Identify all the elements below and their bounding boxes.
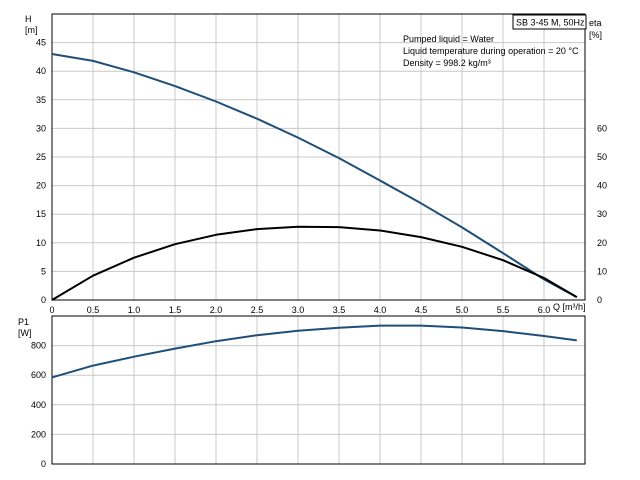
x-tick-label: 0	[49, 305, 54, 315]
title-box	[512, 14, 587, 30]
top-right-tick-labels: 0 10 20 30 40 50 60	[597, 123, 607, 305]
y-right-tick-label: 10	[597, 266, 607, 276]
chart-title: SB 3-45 M, 50Hz	[516, 18, 585, 28]
top-panel-frame	[51, 13, 586, 301]
y-tick-label: 5	[41, 266, 46, 276]
right-axis-title: eta	[589, 18, 602, 28]
power-tick-label: 200	[31, 429, 46, 439]
x-tick-labels: 0 0.5 1.0 1.5 2.0 2.5 3.0 3.5 4.0 4.5 5.0 5.5 6.0	[49, 305, 550, 315]
y-tick-label: 15	[36, 209, 46, 219]
power-tick-label: 0	[41, 459, 46, 469]
bottom-panel-frame	[51, 315, 586, 465]
head-curve	[51, 53, 578, 298]
bottom-panel-grid	[52, 316, 585, 464]
power-axis-unit: [W]	[18, 328, 32, 338]
y-right-tick-label: 0	[597, 295, 602, 305]
y-tick-label: 0	[41, 295, 46, 305]
x-tick-label: 4.5	[415, 305, 428, 315]
y-tick-label: 40	[36, 66, 46, 76]
x-tick-label: 5.0	[456, 305, 469, 315]
bottom-left-tick-labels: 0 200 400 600 800	[31, 341, 46, 469]
right-axis-unit: [%]	[589, 30, 602, 40]
x-tick-label: 2.0	[210, 305, 223, 315]
power-tick-label: 800	[31, 341, 46, 351]
x-tick-label: 5.5	[497, 305, 510, 315]
top-left-tick-labels: 0 5 10 15 20 25 30 35 40 45	[36, 38, 46, 305]
annotation-temperature: Liquid temperature during operation = 20…	[403, 46, 579, 56]
y-tick-label: 20	[36, 181, 46, 191]
power-tick-label: 400	[31, 400, 46, 410]
y-right-tick-label: 50	[597, 152, 607, 162]
power-tick-label: 600	[31, 370, 46, 380]
power-axis-title: P1	[18, 317, 29, 327]
top-series-group	[51, 53, 578, 301]
bottom-series-group	[51, 324, 577, 379]
y-right-tick-label: 60	[597, 123, 607, 133]
y-right-tick-label: 20	[597, 238, 607, 248]
x-tick-label: 6.0	[538, 305, 551, 315]
x-tick-label: 4.0	[374, 305, 387, 315]
y-right-tick-label: 40	[597, 181, 607, 191]
power-curve	[51, 324, 577, 379]
annotation-liquid: Pumped liquid = Water	[403, 34, 494, 44]
x-tick-label: 0.5	[87, 305, 100, 315]
x-tick-label: 3.5	[333, 305, 346, 315]
x-axis-title: Q [m³/h]	[553, 302, 586, 312]
y-tick-label: 30	[36, 123, 46, 133]
y-tick-label: 45	[36, 38, 46, 48]
left-axis-unit: [m]	[25, 25, 38, 35]
x-tick-label: 1.5	[169, 305, 182, 315]
x-tick-label: 1.0	[128, 305, 141, 315]
y-tick-label: 25	[36, 152, 46, 162]
y-tick-label: 35	[36, 95, 46, 105]
annotation-density: Density = 998.2 kg/m³	[403, 58, 491, 68]
y-right-tick-label: 30	[597, 209, 607, 219]
left-axis-title: H	[25, 14, 32, 24]
y-tick-label: 10	[36, 238, 46, 248]
x-tick-label: 2.5	[251, 305, 264, 315]
efficiency-curve	[51, 225, 578, 301]
x-tick-label: 3.0	[292, 305, 305, 315]
